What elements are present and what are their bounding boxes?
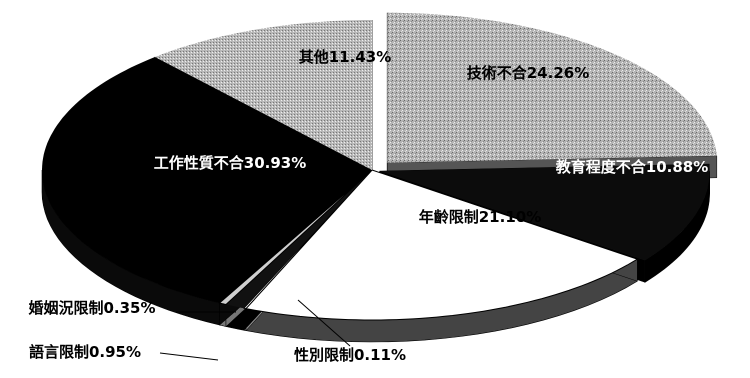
slice-label-3: 年齡限制21.10% [419,208,541,226]
slice-label-5: 語言限制0.95% [29,343,141,361]
pie-slice-8 [154,20,372,170]
pie-slice-2 [379,164,710,261]
pie-slice-1 [387,12,717,163]
slice-label-4: 性別限制0.11% [294,346,406,364]
leader-line-4 [297,299,351,347]
slice-label-2: 教育程度不合10.88% [555,158,708,176]
pie-slice-7 [42,57,372,303]
pie-slice-6 [218,169,373,306]
pie-slice-5 [226,170,372,309]
pie-slice-3 [245,169,639,321]
slice-label-1: 技術不合24.26% [467,64,589,82]
slice-label-8: 其他11.43% [299,48,391,66]
pie-slice-4 [242,169,373,310]
pie-slice-side-7 [41,169,220,326]
leader-line-5 [159,352,219,361]
slice-label-7: 工作性質不合30.93% [154,154,306,172]
slice-label-6: 婚姻況限制0.35% [28,299,155,317]
